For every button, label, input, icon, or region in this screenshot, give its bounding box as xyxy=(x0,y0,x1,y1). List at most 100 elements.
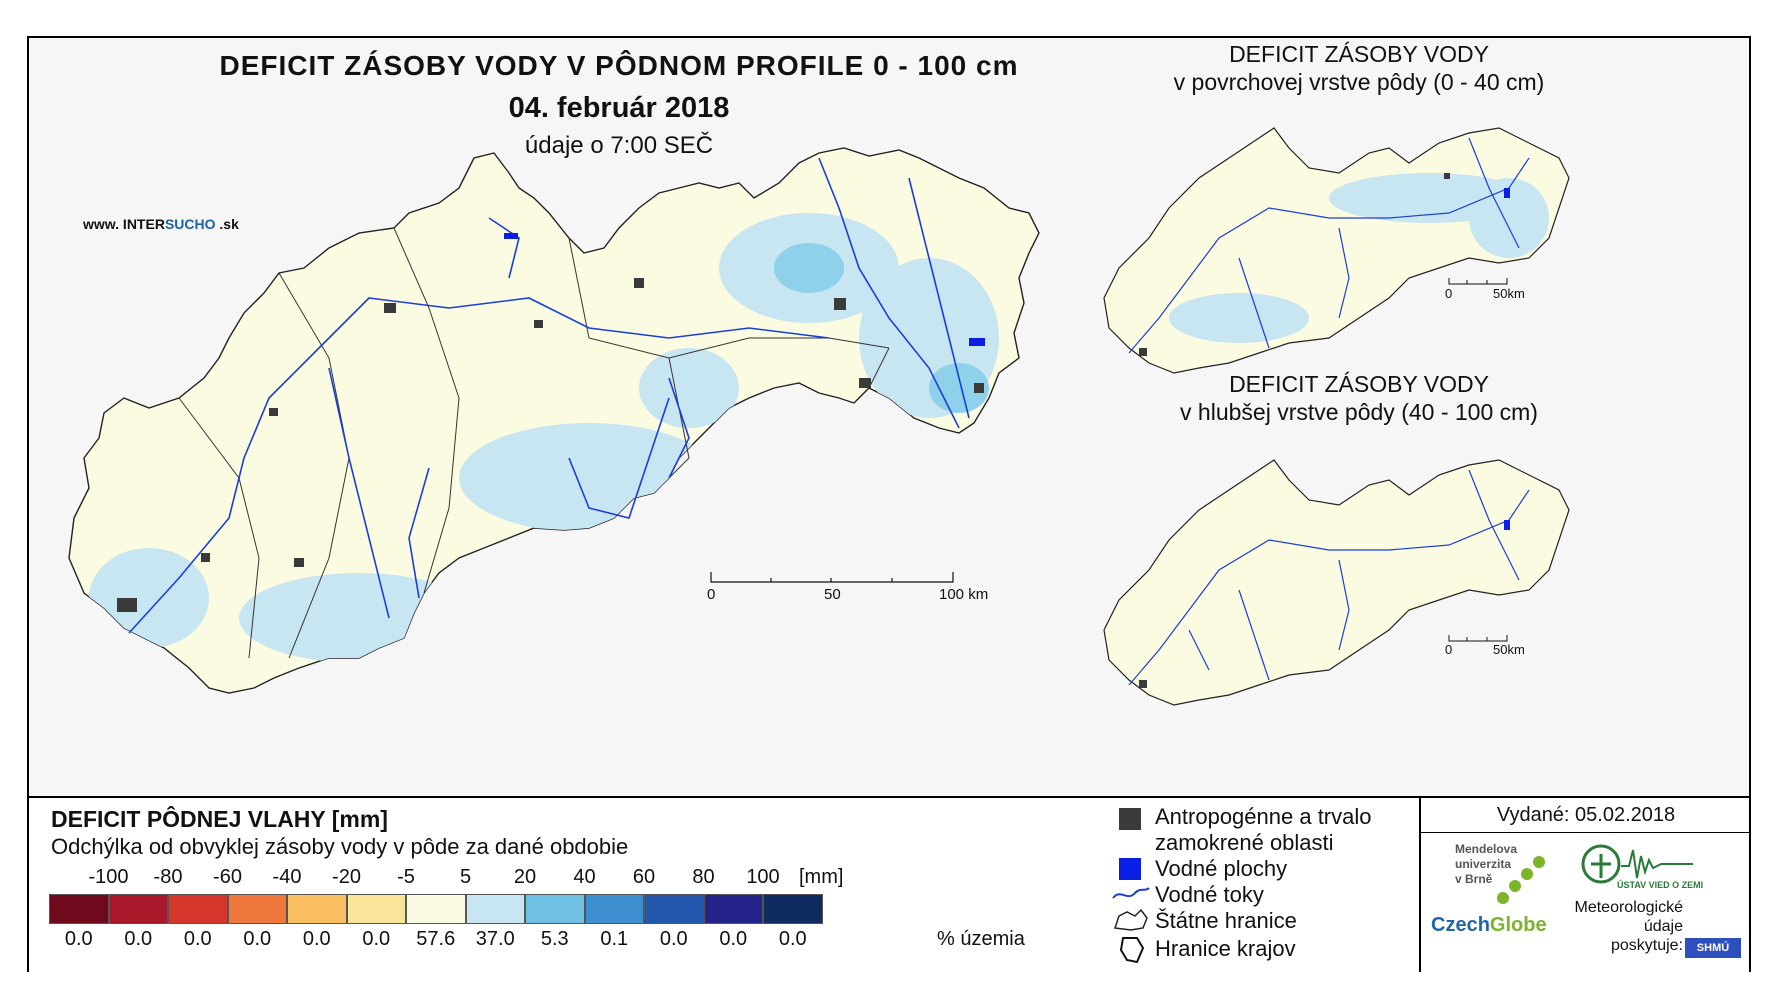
legend-swatch xyxy=(227,894,287,924)
legend-percent: 0.0 xyxy=(719,928,748,950)
legend-swatch xyxy=(108,894,168,924)
legend-swatch xyxy=(287,894,347,924)
main-scale-0: 0 xyxy=(707,586,716,603)
water-bodies-symbol xyxy=(1119,858,1141,880)
legend-percent: 37.0 xyxy=(475,928,515,950)
legend-percent: 0.0 xyxy=(243,928,272,950)
inset-bottom-title: DEFICIT ZÁSOBY VODY v hlubšej vrstve pôd… xyxy=(1119,370,1599,426)
legend-tick: 20 xyxy=(513,866,537,888)
legend-percents: 0.0 0.0 0.0 0.0 0.0 0.0 57.6 37.0 5.3 0.1 0.0 0.0 0.… xyxy=(49,928,909,954)
legend-tick: -100 xyxy=(88,866,129,888)
legend-panel: DEFICIT PÔDNEJ VLAHY [mm] Odchýlka od ob… xyxy=(29,796,1751,972)
legend-percent: 57.6 xyxy=(416,928,456,950)
mendel-l1: Mendelova xyxy=(1455,842,1518,856)
mendel-l3: v Brně xyxy=(1455,872,1493,886)
legend-percent: 0.0 xyxy=(183,928,212,950)
legend-tick: -5 xyxy=(397,866,415,888)
main-title: DEFICIT ZÁSOBY VODY V PÔDNOM PROFILE 0 -… xyxy=(219,50,1019,81)
inset-top-map xyxy=(1103,127,1570,374)
czechglobe-b: Globe xyxy=(1489,914,1547,936)
legend-tick: -20 xyxy=(332,866,361,888)
inset-bottom-title-line2: v hlubšej vrstve pôdy (40 - 100 cm) xyxy=(1180,399,1538,425)
water-bodies-label: Vodné plochy xyxy=(1155,856,1288,881)
inset-top-scale-0: 0 xyxy=(1445,286,1453,301)
website-prefix: www. INTER xyxy=(83,216,165,232)
meteo-l1: Meteorologické xyxy=(1574,899,1684,916)
inset-bottom-title-line1: DEFICIT ZÁSOBY VODY xyxy=(1229,371,1489,397)
streams-label: Vodné toky xyxy=(1155,882,1264,907)
streams-symbol xyxy=(1112,887,1150,899)
website-highlight: SUCHO xyxy=(164,216,216,232)
czechglobe-a: Czech xyxy=(1431,914,1490,936)
main-scale-bar xyxy=(710,572,954,583)
czechglobe-logo: CzechGlobe xyxy=(1431,914,1547,937)
legend-tick: -40 xyxy=(272,866,302,888)
legend-tick: 100 xyxy=(746,866,780,888)
inset-bottom-scale-0: 0 xyxy=(1445,642,1453,657)
main-scale-50: 50 xyxy=(824,586,841,603)
legend-percent: 0.0 xyxy=(124,928,153,950)
mendel-l2: univerzita xyxy=(1455,857,1512,871)
website-label[interactable]: www. INTERSUCHO .sk xyxy=(83,216,239,232)
inset-bottom-map xyxy=(1103,459,1570,706)
legend-percent: 0.0 xyxy=(362,928,391,950)
inset-top-scale-50: 50km xyxy=(1493,286,1525,301)
legend-swatch xyxy=(763,894,823,924)
legend-swatch xyxy=(703,894,763,924)
issuer-panel: Vydané: 05.02.2018 Mendelova univerzita … xyxy=(1419,798,1751,972)
state-border-symbol xyxy=(1113,908,1148,931)
legend-percent: 5.3 xyxy=(540,928,569,950)
legend-swatch xyxy=(168,894,228,924)
legend-ticks: -100 -80 -60 -40 -20 -5 5 20 40 60 80 100 xyxy=(49,866,909,892)
meteo-l2: údaje xyxy=(1643,918,1683,935)
legend-swatch xyxy=(406,894,466,924)
uvz-logo-text: ÚSTAV VIED O ZEMI xyxy=(1617,880,1704,890)
main-scale-100: 100 km xyxy=(939,586,989,603)
legend-unit: [mm] xyxy=(799,866,844,888)
legend-percent: 0.0 xyxy=(659,928,688,950)
legend-tick: -80 xyxy=(153,866,183,888)
legend-swatch xyxy=(525,894,585,924)
legend-color-scale xyxy=(49,894,909,924)
uvz-logo-icon xyxy=(1581,844,1693,884)
legend-tick: -60 xyxy=(213,866,242,888)
shmu-logo: SHMÚ xyxy=(1685,938,1741,958)
legend-tick: 5 xyxy=(459,866,472,888)
legend-percent: 0.0 xyxy=(778,928,807,950)
legend-title: DEFICIT PÔDNEJ VLAHY [mm] xyxy=(51,806,388,832)
region-border-symbol xyxy=(1119,937,1145,964)
mendel-dots-icon xyxy=(1497,856,1545,904)
legend-percent: 0.0 xyxy=(64,928,93,950)
legend-tick: 40 xyxy=(573,866,596,888)
map-area: DEFICIT ZÁSOBY VODY V PÔDNOM PROFILE 0 -… xyxy=(29,38,1749,794)
state-border-label: Štátne hranice xyxy=(1155,908,1297,933)
legend-tick: 80 xyxy=(692,866,715,888)
legend-swatch xyxy=(465,894,525,924)
mendel-logo-text: Mendelova univerzita v Brně xyxy=(1455,842,1517,887)
legend-percent: 0.0 xyxy=(302,928,331,950)
issued-date: Vydané: 05.02.2018 xyxy=(1421,798,1751,833)
anthro-symbol xyxy=(1119,808,1141,830)
legend-percent: 0.1 xyxy=(600,928,629,950)
legend-swatch xyxy=(584,894,644,924)
meteo-provider: Meteorologické údaje poskytuje: xyxy=(1573,898,1684,955)
legend-swatch xyxy=(49,894,109,924)
anthro-label: Antropogénne a trvalo zamokrené oblasti xyxy=(1155,804,1372,856)
inset-top-title: DEFICIT ZÁSOBY VODY v povrchovej vrstve … xyxy=(1119,40,1599,96)
time-note: údaje o 7:00 SEČ xyxy=(524,132,714,159)
inset-top-title-line2: v povrchovej vrstve pôdy (0 - 40 cm) xyxy=(1173,69,1545,95)
inset-bottom-scale-50: 50km xyxy=(1493,642,1525,657)
meteo-l3: poskytuje: xyxy=(1610,937,1683,954)
legend-swatch xyxy=(346,894,406,924)
anthro-label-line1: Antropogénne a trvalo xyxy=(1155,804,1372,829)
region-border-label: Hranice krajov xyxy=(1155,936,1296,961)
legend-swatch xyxy=(644,894,704,924)
main-map xyxy=(68,147,1040,694)
legend-pct-label: % územia xyxy=(937,928,1025,950)
map-frame: DEFICIT ZÁSOBY VODY V PÔDNOM PROFILE 0 -… xyxy=(27,36,1751,972)
website-suffix: .sk xyxy=(215,216,239,232)
legend-tick: 60 xyxy=(632,866,656,888)
legend-subtitle: Odchýlka od obvyklej zásoby vody v pôde … xyxy=(51,834,629,859)
inset-top-title-line1: DEFICIT ZÁSOBY VODY xyxy=(1229,41,1489,67)
map-date: 04. február 2018 xyxy=(508,92,730,124)
